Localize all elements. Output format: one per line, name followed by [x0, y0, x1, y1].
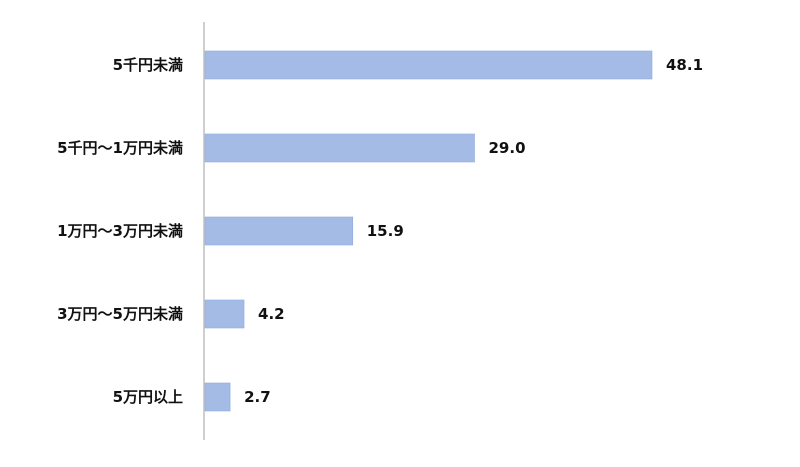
category-label: 5万円以上: [113, 388, 183, 406]
bars-group: [204, 50, 653, 412]
category-label: 5千円未満: [113, 56, 183, 74]
data-label: 2.7: [244, 388, 271, 406]
bar: [204, 133, 475, 163]
category-label: 1万円～3万円未満: [57, 222, 183, 240]
data-label: 29.0: [489, 139, 526, 157]
category-labels-group: 5千円未満 5千円～1万円未満 1万円～3万円未満 3万円～5万円未満 5万円以上: [57, 56, 183, 406]
category-label: 3万円～5万円未満: [57, 305, 183, 323]
value-labels-group: 48.1 29.0 15.9 4.2 2.7: [244, 56, 703, 406]
data-label: 48.1: [666, 56, 703, 74]
bar: [204, 382, 231, 412]
bar: [204, 50, 653, 80]
data-label: 15.9: [367, 222, 404, 240]
data-label: 4.2: [258, 305, 285, 323]
bar: [204, 299, 245, 329]
category-label: 5千円～1万円未満: [57, 139, 183, 157]
bar: [204, 216, 354, 246]
